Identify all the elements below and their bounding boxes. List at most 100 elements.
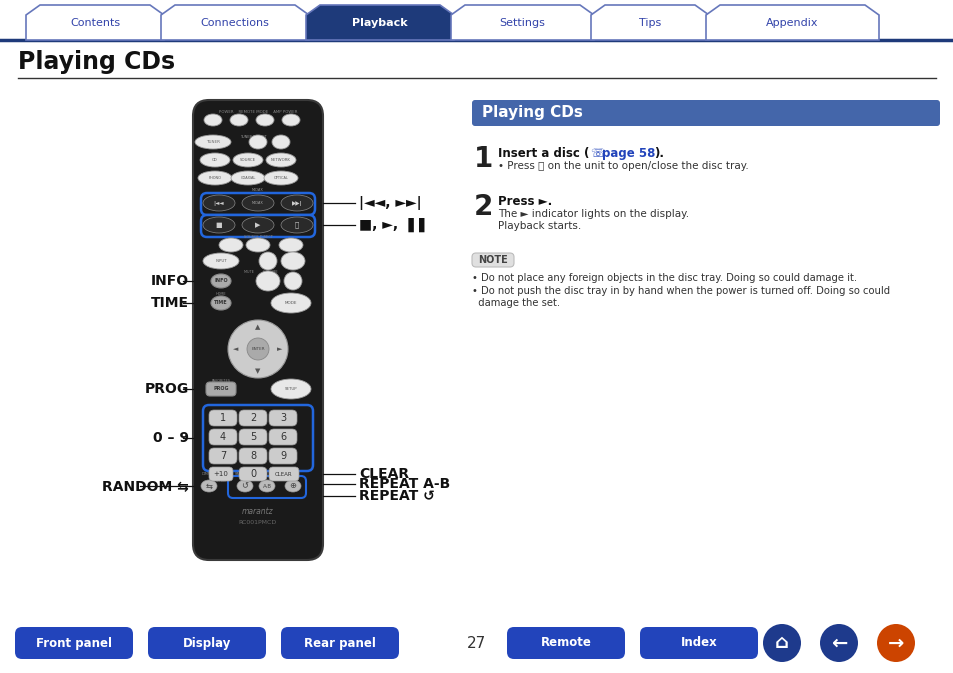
Text: M-DAX: M-DAX: [252, 201, 264, 205]
Text: 5: 5: [250, 432, 255, 442]
Ellipse shape: [281, 217, 313, 233]
FancyBboxPatch shape: [203, 405, 313, 471]
Polygon shape: [705, 5, 878, 40]
Text: 27: 27: [467, 635, 486, 651]
Circle shape: [876, 624, 914, 662]
Text: FAVORITES: FAVORITES: [212, 379, 231, 383]
Ellipse shape: [271, 293, 311, 313]
Text: PROG: PROG: [145, 382, 189, 396]
FancyBboxPatch shape: [639, 627, 758, 659]
Ellipse shape: [281, 252, 305, 270]
Text: NETWORK: NETWORK: [271, 158, 291, 162]
Text: COAXIAL: COAXIAL: [240, 176, 255, 180]
Text: REPEAT ↺: REPEAT ↺: [358, 489, 435, 503]
Text: REPEAT: REPEAT: [215, 479, 226, 483]
Text: CLEAR: CLEAR: [274, 472, 293, 476]
Text: ⌂: ⌂: [774, 633, 788, 653]
Ellipse shape: [266, 153, 295, 167]
Polygon shape: [451, 5, 594, 40]
Ellipse shape: [272, 135, 290, 149]
FancyBboxPatch shape: [506, 627, 624, 659]
Text: Tips: Tips: [639, 18, 660, 28]
Text: 1: 1: [220, 413, 226, 423]
Text: INPUT: INPUT: [215, 259, 227, 263]
Text: marantz: marantz: [242, 507, 274, 516]
Ellipse shape: [204, 114, 222, 126]
Polygon shape: [590, 5, 708, 40]
FancyBboxPatch shape: [201, 215, 314, 237]
Text: ■, ►, ▐▐: ■, ►, ▐▐: [358, 218, 424, 232]
Ellipse shape: [211, 274, 231, 288]
Ellipse shape: [247, 338, 269, 360]
Text: ↺: ↺: [241, 481, 248, 491]
Ellipse shape: [203, 217, 234, 233]
Ellipse shape: [281, 195, 313, 211]
Text: Index: Index: [679, 637, 717, 649]
Text: ▼: ▼: [255, 368, 260, 374]
Text: The ► indicator lights on the display.: The ► indicator lights on the display.: [497, 209, 688, 219]
Text: REPEAT A-B: REPEAT A-B: [358, 477, 450, 491]
Text: |◄◄, ►►|: |◄◄, ►►|: [358, 196, 421, 210]
Ellipse shape: [255, 114, 274, 126]
Ellipse shape: [258, 480, 274, 492]
Circle shape: [762, 624, 801, 662]
Text: M-DAX: M-DAX: [252, 188, 264, 192]
Text: Press ►.: Press ►.: [497, 195, 552, 208]
Text: ▶: ▶: [255, 222, 260, 228]
Text: TIME: TIME: [151, 296, 189, 310]
Text: OPTICAL: OPTICAL: [274, 176, 288, 180]
FancyBboxPatch shape: [239, 429, 267, 445]
Ellipse shape: [203, 195, 234, 211]
Ellipse shape: [231, 171, 265, 185]
Text: ⏸: ⏸: [294, 221, 299, 228]
Text: SEARCH: SEARCH: [286, 472, 300, 476]
Text: CLEAR: CLEAR: [358, 467, 409, 481]
Ellipse shape: [236, 480, 253, 492]
Text: 4: 4: [220, 432, 226, 442]
Text: ▶▶|: ▶▶|: [292, 201, 302, 205]
Text: |◄◄: |◄◄: [213, 201, 224, 205]
FancyBboxPatch shape: [269, 448, 296, 464]
Text: RANDOM: RANDOM: [234, 472, 251, 476]
Text: ←: ←: [830, 633, 846, 653]
Circle shape: [820, 624, 857, 662]
Ellipse shape: [285, 480, 301, 492]
FancyBboxPatch shape: [15, 627, 132, 659]
Text: SETUP: SETUP: [284, 387, 297, 391]
Ellipse shape: [228, 320, 288, 378]
Text: ■: ■: [215, 222, 222, 228]
Ellipse shape: [242, 217, 274, 233]
FancyBboxPatch shape: [472, 100, 939, 126]
Text: Playing CDs: Playing CDs: [481, 106, 582, 120]
Text: →: →: [887, 633, 903, 653]
FancyBboxPatch shape: [209, 467, 233, 481]
Text: 0: 0: [250, 469, 255, 479]
Ellipse shape: [271, 379, 311, 399]
Ellipse shape: [198, 171, 232, 185]
Text: page 58: page 58: [601, 147, 655, 160]
Text: Remote: Remote: [540, 637, 591, 649]
FancyBboxPatch shape: [472, 253, 514, 267]
FancyBboxPatch shape: [239, 467, 267, 481]
FancyBboxPatch shape: [209, 429, 236, 445]
FancyBboxPatch shape: [206, 382, 235, 396]
Text: Playing CDs: Playing CDs: [18, 50, 175, 74]
Text: ).: ).: [654, 147, 663, 160]
FancyBboxPatch shape: [209, 410, 236, 426]
Text: Playback starts.: Playback starts.: [497, 221, 580, 231]
Ellipse shape: [211, 296, 231, 310]
Text: SOURCE DIRECT: SOURCE DIRECT: [243, 235, 273, 239]
Text: NOTE: NOTE: [477, 255, 507, 265]
Text: Appendix: Appendix: [765, 18, 818, 28]
Text: +10: +10: [213, 471, 228, 477]
Text: 7: 7: [219, 451, 226, 461]
Text: PHONO: PHONO: [209, 176, 221, 180]
Ellipse shape: [249, 135, 267, 149]
Text: ⊕: ⊕: [289, 481, 296, 491]
Ellipse shape: [201, 480, 216, 492]
Text: HOME: HOME: [215, 292, 226, 296]
Text: 3: 3: [279, 413, 286, 423]
Text: Settings: Settings: [499, 18, 545, 28]
Ellipse shape: [264, 171, 297, 185]
Text: MUTE        VOLUME: MUTE VOLUME: [244, 270, 277, 274]
